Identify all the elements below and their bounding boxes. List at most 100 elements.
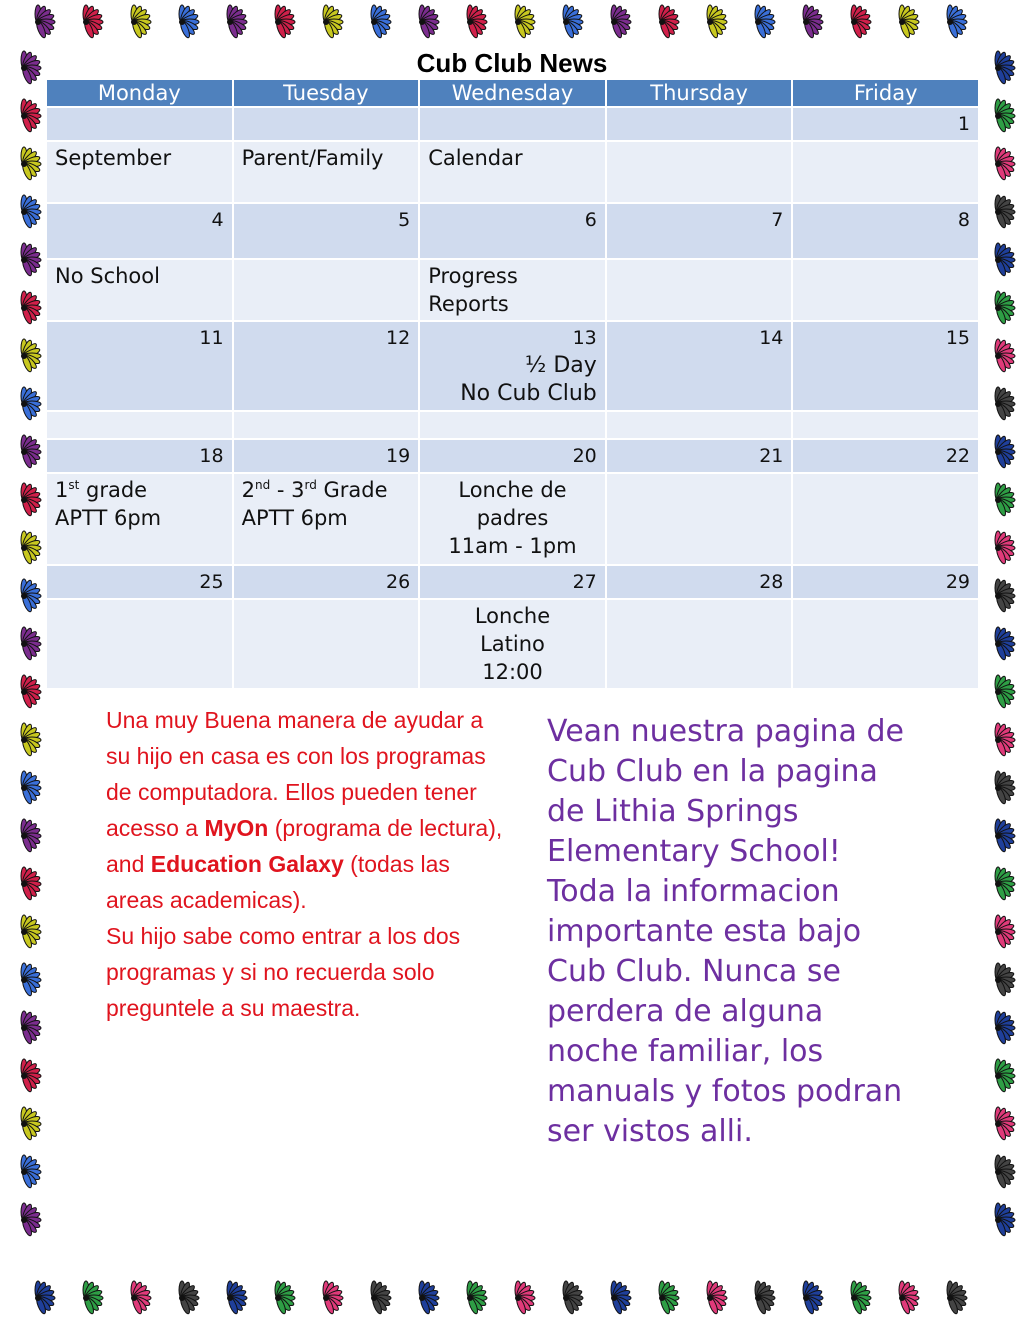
- flower: [946, 4, 968, 39]
- flower: [20, 626, 42, 661]
- cell-line: Calendar: [428, 146, 523, 170]
- flower: [946, 1280, 968, 1315]
- flower: [994, 1106, 1016, 1141]
- cell-line: 20: [572, 445, 597, 467]
- calendar: Monday Tuesday Wednesday Thursday Friday 1 Sep…: [45, 78, 980, 690]
- flower: [994, 962, 1016, 997]
- calendar-row: 18 19 20 21 22: [45, 438, 980, 474]
- calendar-cell: Lonche de padres 11am - 1pm: [418, 472, 607, 566]
- column-header: Wednesday: [418, 78, 607, 108]
- cell-line: Progress: [428, 264, 518, 288]
- flower: [994, 818, 1016, 853]
- cell-line: 28: [759, 571, 784, 593]
- flower: [34, 1280, 56, 1315]
- flower: [994, 1058, 1016, 1093]
- calendar-cell: [231, 258, 421, 322]
- flower: [898, 1280, 920, 1315]
- cell-line: 13: [572, 327, 597, 349]
- paragraph: Una muy Buena manera de ayudar a su hijo…: [106, 702, 506, 918]
- cell-line: 2nd - 3rd Grade: [242, 476, 411, 504]
- left-note: Una muy Buena manera de ayudar a su hijo…: [106, 702, 506, 1026]
- right-note: Vean nuestra pagina de Cub Club en la pa…: [547, 714, 904, 1149]
- cell-line: padres: [476, 506, 549, 530]
- flower: [20, 146, 42, 181]
- flower: [20, 1058, 42, 1093]
- text: (programa de lectura), and: [106, 815, 503, 877]
- cell-line: 11: [199, 327, 224, 349]
- cell-line: 1: [957, 113, 970, 135]
- flower: [274, 1280, 296, 1315]
- flower: [994, 290, 1016, 325]
- flower: [178, 1280, 200, 1315]
- calendar-cell: 14: [604, 320, 794, 412]
- flower: [994, 482, 1016, 517]
- flower: [994, 530, 1016, 565]
- cell-line: 26: [386, 571, 411, 593]
- calendar-cell: Progress Reports: [418, 258, 607, 322]
- calendar-cell: 13 ½ Day No Cub Club: [418, 320, 607, 412]
- calendar-cell: [791, 598, 980, 690]
- calendar-cell: Parent/Family: [231, 140, 421, 204]
- calendar-cell: [231, 410, 421, 440]
- flower: [20, 674, 42, 709]
- flower: [850, 4, 872, 39]
- flower: [994, 1010, 1016, 1045]
- flower: [20, 242, 42, 277]
- flower: [20, 290, 42, 325]
- flower: [610, 4, 632, 39]
- column-header: Thursday: [604, 78, 794, 108]
- calendar-cell: 7: [604, 202, 794, 260]
- flower: [994, 434, 1016, 469]
- flower: [802, 1280, 824, 1315]
- flower: [20, 914, 42, 949]
- cell-line: 6: [584, 209, 597, 231]
- calendar-row: 25 26 27 28 29: [45, 564, 980, 600]
- cell-line: 21: [759, 445, 784, 467]
- text: Su hijo sabe como entrar a los dos progr…: [106, 923, 461, 1021]
- flower: [994, 914, 1016, 949]
- flower: [562, 1280, 584, 1315]
- calendar-row: 11 12 13 ½ Day No Cub Club 14 15: [45, 320, 980, 412]
- flower: [20, 962, 42, 997]
- calendar-cell: 5: [231, 202, 421, 260]
- paragraph: Su hijo sabe como entrar a los dos progr…: [106, 918, 506, 1026]
- flower: [370, 4, 392, 39]
- calendar-cell: 19: [231, 438, 421, 474]
- flower: [994, 578, 1016, 613]
- flower: [898, 4, 920, 39]
- calendar-cell: [418, 106, 607, 142]
- calendar-row: [45, 410, 980, 440]
- text: (todas las areas academicas).: [106, 851, 450, 913]
- flower: [20, 578, 42, 613]
- flower: [994, 866, 1016, 901]
- superscript: rd: [304, 478, 317, 492]
- calendar-cell: 21: [604, 438, 794, 474]
- calendar-cell: [791, 410, 980, 440]
- calendar-cell: [604, 472, 794, 566]
- flower: [514, 4, 536, 39]
- flower: [994, 770, 1016, 805]
- calendar-cell: 4: [45, 202, 234, 260]
- calendar-row: September Parent/Family Calendar: [45, 140, 980, 204]
- text: 1: [55, 478, 69, 502]
- flower: [466, 4, 488, 39]
- flower: [20, 434, 42, 469]
- flower: [994, 338, 1016, 373]
- text: - 3: [270, 478, 305, 502]
- cell-line: 15: [945, 327, 970, 349]
- flower: [274, 4, 296, 39]
- flower: [322, 1280, 344, 1315]
- calendar-cell: [604, 140, 794, 204]
- flower: [20, 50, 42, 85]
- calendar-cell: 11: [45, 320, 234, 412]
- flower: [20, 1010, 42, 1045]
- calendar-row: 1st grade APTT 6pm 2nd - 3rd Grade APTT 6pm…: [45, 472, 980, 566]
- flower: [226, 4, 248, 39]
- calendar-cell: No School: [45, 258, 234, 322]
- flower: [994, 50, 1016, 85]
- flower: [20, 866, 42, 901]
- calendar-cell: 26: [231, 564, 421, 600]
- flower: [514, 1280, 536, 1315]
- column-header: Monday: [45, 78, 234, 108]
- flower: [994, 1154, 1016, 1189]
